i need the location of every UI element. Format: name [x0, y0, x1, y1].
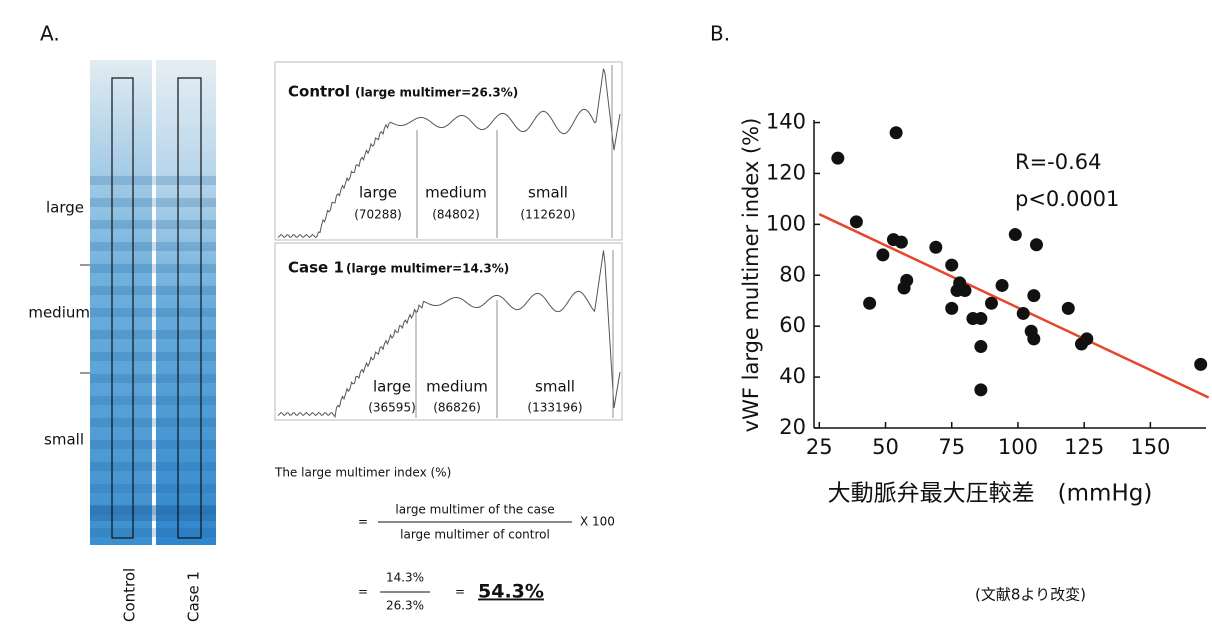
y-tick-label: 60 — [779, 313, 806, 337]
data-point — [974, 312, 987, 325]
y-tick-label: 100 — [766, 211, 806, 235]
y-tick-label: 80 — [779, 262, 806, 286]
data-point — [863, 297, 876, 310]
region-count: (70288) — [354, 208, 402, 222]
x-tick-label: 25 — [806, 435, 833, 459]
x-tick-label: 75 — [938, 435, 965, 459]
region-count: (36595) — [368, 401, 416, 415]
trace-note: (large multimer=26.3%) — [355, 86, 518, 100]
region-count: (112620) — [520, 208, 575, 222]
trace-title: Case 1 — [288, 259, 344, 277]
data-point — [1009, 228, 1022, 241]
region-label: large — [359, 184, 397, 202]
fit-line — [819, 214, 1208, 397]
region-label: small — [535, 378, 575, 396]
band-label: large — [46, 199, 84, 217]
data-point — [958, 284, 971, 297]
data-point — [1194, 358, 1207, 371]
annotation: R=-0.64 — [1015, 150, 1102, 174]
numerator: large multimer of the case — [395, 503, 554, 517]
panel-label: A. — [40, 22, 60, 46]
annotation: p<0.0001 — [1015, 187, 1119, 211]
data-point — [974, 340, 987, 353]
band-label: medium — [28, 304, 90, 322]
x-tick-label: 100 — [998, 435, 1038, 459]
data-point — [831, 152, 844, 165]
x-tick-label: 150 — [1130, 435, 1170, 459]
data-point — [876, 248, 889, 261]
data-point — [890, 126, 903, 139]
formula-factor: X 100 — [580, 515, 615, 529]
formula-heading: The large multimer index (%) — [274, 466, 451, 480]
y-tick-label: 40 — [779, 364, 806, 388]
y-tick-label: 20 — [779, 415, 806, 439]
formula-sign: = — [358, 515, 368, 529]
data-point — [945, 302, 958, 315]
region-label: medium — [426, 378, 488, 396]
data-point — [974, 383, 987, 396]
y-axis-title: vWF large multimer index (%) — [739, 118, 763, 433]
data-point — [929, 241, 942, 254]
trace-title: Control — [288, 83, 350, 101]
source-note: (文献8より改変) — [975, 586, 1086, 604]
data-point — [945, 259, 958, 272]
data-point — [1027, 289, 1040, 302]
denominator: large multimer of control — [400, 528, 550, 542]
data-point — [1027, 332, 1040, 345]
region-count: (84802) — [432, 208, 480, 222]
data-point — [1062, 302, 1075, 315]
gel-band — [90, 505, 216, 521]
x-axis-title: 大動脈弁最大圧較差 (mmHg) — [828, 481, 1153, 507]
formula-result: 54.3% — [478, 581, 544, 603]
band-label: small — [44, 431, 84, 449]
panel-label: B. — [710, 22, 730, 46]
data-point — [1030, 238, 1043, 251]
lane-label: Case 1 — [185, 571, 203, 622]
data-point — [898, 282, 911, 295]
trace-note: (large multimer=14.3%) — [346, 262, 509, 276]
lane-label: Control — [121, 568, 139, 622]
region-count: (133196) — [527, 401, 582, 415]
data-point — [895, 236, 908, 249]
y-tick-label: 120 — [766, 160, 806, 184]
denominator: 26.3% — [386, 599, 424, 613]
x-tick-label: 125 — [1064, 435, 1104, 459]
region-label: large — [373, 378, 411, 396]
data-point — [1080, 332, 1093, 345]
numerator: 14.3% — [386, 571, 424, 585]
data-point — [996, 279, 1009, 292]
data-point — [1017, 307, 1030, 320]
figure: A. large medium small Control Case 1 Con… — [0, 0, 1212, 628]
formula-sign: = — [455, 585, 465, 599]
x-tick-label: 50 — [872, 435, 899, 459]
formula-sign: = — [358, 585, 368, 599]
data-point — [985, 297, 998, 310]
region-label: small — [528, 184, 568, 202]
region-label: medium — [425, 184, 487, 202]
region-count: (86826) — [433, 401, 481, 415]
y-tick-label: 140 — [766, 110, 806, 134]
data-point — [850, 215, 863, 228]
gel-bands — [90, 170, 216, 545]
